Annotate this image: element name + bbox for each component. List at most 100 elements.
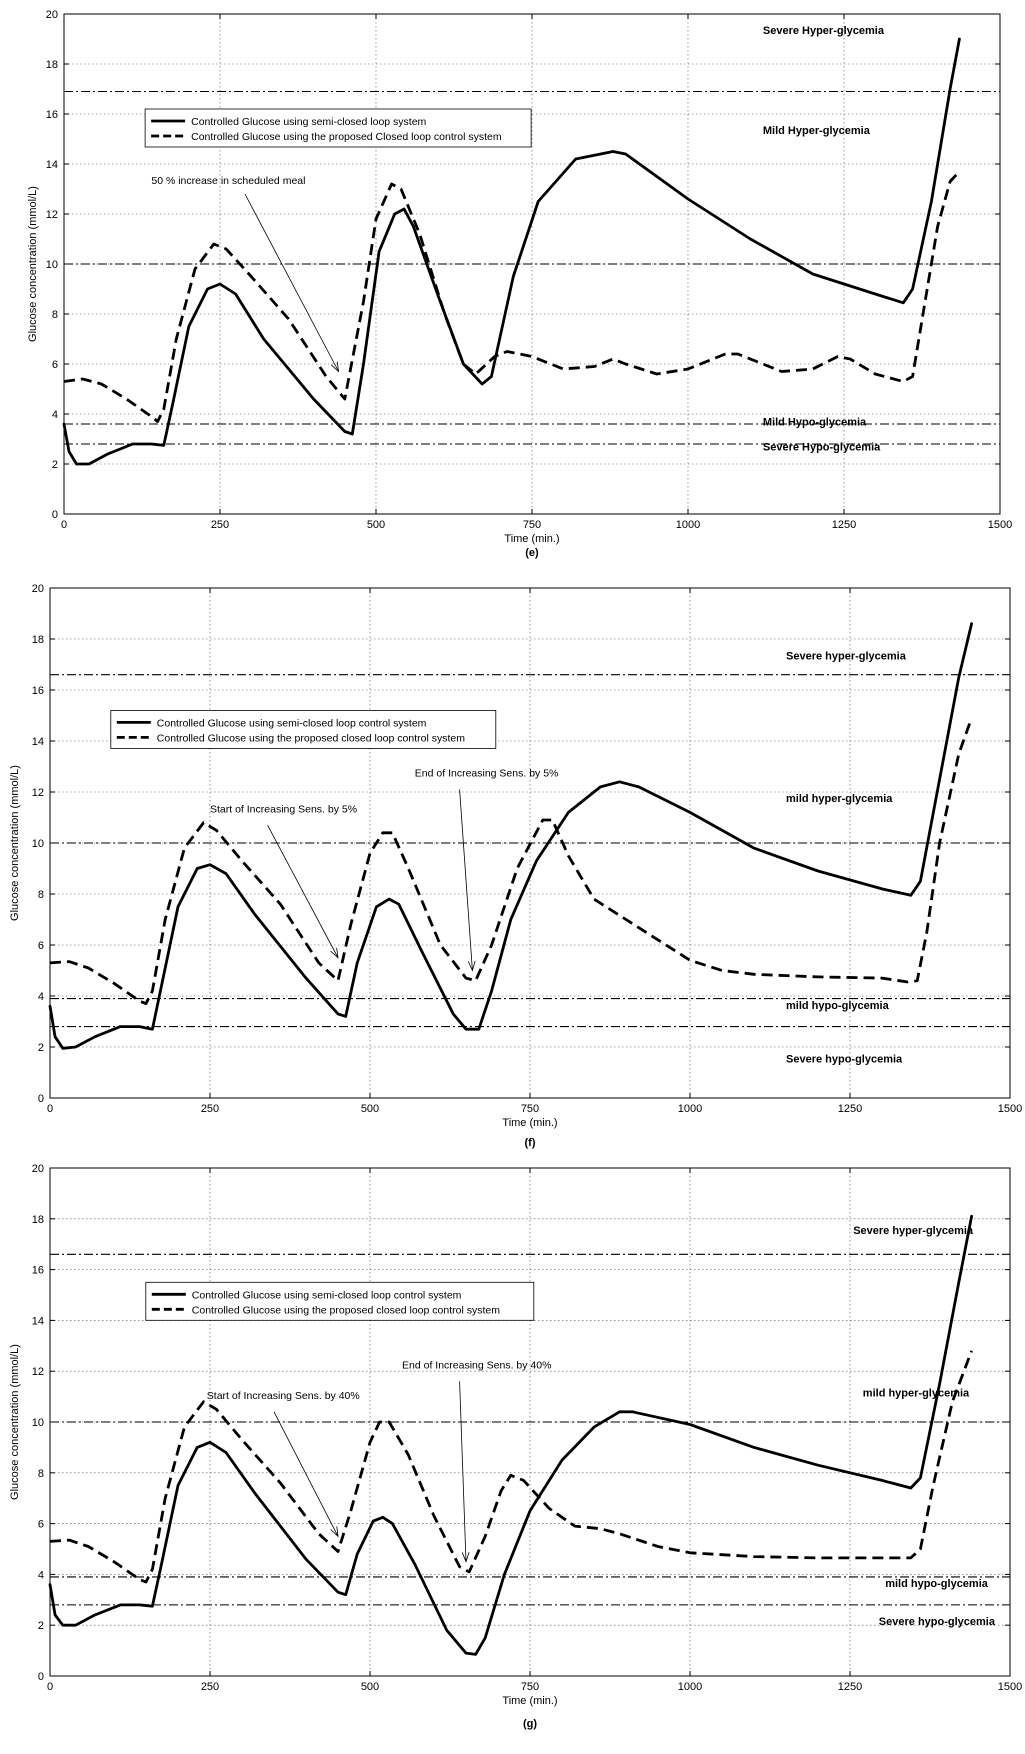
x-tick-label: 500 [367,519,385,531]
annotation-arrowhead [330,1526,339,1538]
zone-label: Severe Hyper-glycemia [763,25,885,37]
series-line-proposed-closed-loop [49,1350,973,1584]
chart-panel-1: 0 2 4 6 8 10 12 14 16 18 20 0 250 500 750 1000 1250 1500 S… [27,9,1012,559]
y-tick-label: 0 [38,1093,44,1105]
legend: Controlled Glucose using semi-closed loo… [110,710,497,749]
x-tick-label: 1500 [998,1103,1022,1115]
zone-label: mild hyper-glycemia [786,793,893,805]
y-tick-label: 20 [46,9,58,21]
x-tick-label: 0 [47,1681,53,1693]
series-line-proposed-closed-loop [49,717,973,1005]
annotation-text: End of Increasing Sens. by 40% [402,1360,551,1372]
zone-label: mild hypo-glycemia [786,1000,890,1012]
legend: Controlled Glucose using semi-closed loo… [144,108,532,148]
panel-label: (f) [525,1137,536,1149]
zone-label: Severe hyper-glycemia [786,650,907,662]
y-tick-label: 4 [38,991,44,1003]
legend-entry: Controlled Glucose using semi-closed loo… [192,1289,462,1301]
legend-box [144,108,532,148]
zone-label: Severe hypo-glycemia [786,1053,903,1065]
y-tick-label: 18 [32,1214,44,1226]
y-axis-label: Glucose concentration (mmol/L) [9,765,21,921]
y-axis-label: Glucose concentration (mmol/L) [27,186,39,342]
legend-entry: Controlled Glucose using semi-closed loo… [191,116,426,128]
series-line-proposed-closed-loop [63,170,961,423]
y-tick-label: 6 [38,940,44,952]
y-tick-label: 14 [32,1315,44,1327]
x-tick-label: 1500 [988,519,1012,531]
chart-panel-3: 0 2 4 6 8 10 12 14 16 18 20 0 250 500 750 1000 1250 1500 S… [9,1163,1022,1730]
x-tick-label: 250 [201,1103,219,1115]
y-axis-label: Glucose concentration (mmol/L) [9,1344,21,1500]
x-tick-label: 250 [201,1681,219,1693]
x-tick-label: 0 [47,1103,53,1115]
y-tick-label: 14 [46,159,58,171]
legend-box [110,710,497,749]
y-tick-label: 8 [38,889,44,901]
annotation-arrowhead [461,1552,470,1563]
x-tick-label: 750 [521,1103,539,1115]
chart-panel-2: 0 2 4 6 8 10 12 14 16 18 20 0 250 500 750 1000 1250 1500 S… [9,583,1022,1149]
y-tick-label: 4 [38,1569,44,1581]
y-tick-label: 4 [52,409,58,421]
y-tick-label: 8 [38,1468,44,1480]
x-tick-label: 750 [523,519,541,531]
annotation-arrowhead [467,960,476,972]
y-tick-label: 18 [46,59,58,71]
y-tick-label: 2 [52,459,58,471]
y-tick-label: 2 [38,1042,44,1054]
annotation-text: End of Increasing Sens. by 5% [415,768,559,780]
y-tick-label: 12 [32,787,44,799]
legend-entry: Controlled Glucose using the proposed cl… [157,732,465,744]
y-tick-label: 6 [52,359,58,371]
x-tick-label: 0 [61,519,67,531]
y-tick-label: 16 [46,109,58,121]
y-tick-label: 6 [38,1519,44,1531]
panel-label: (g) [523,1718,537,1730]
series-line-semi-closed-loop [48,1214,973,1656]
annotation-text: Start of Increasing Sens. by 5% [210,803,357,815]
y-tick-label: 18 [32,634,44,646]
zone-label: Mild Hyper-glycemia [763,125,871,137]
x-tick-label: 1000 [676,519,700,531]
annotation-arrow [267,824,339,958]
y-tick-label: 0 [38,1671,44,1683]
y-tick-label: 2 [38,1620,44,1632]
x-tick-label: 1000 [678,1681,702,1693]
y-tick-label: 10 [32,1417,44,1429]
legend-entry: Controlled Glucose using the proposed Cl… [191,131,502,143]
y-tick-label: 20 [32,1163,44,1175]
x-tick-label: 1250 [838,1103,862,1115]
x-tick-label: 1250 [832,519,856,531]
y-tick-label: 16 [32,685,44,697]
x-tick-label: 1250 [838,1681,862,1693]
y-tick-label: 14 [32,736,44,748]
annotation-text: Start of Increasing Sens. by 40% [207,1390,360,1402]
x-tick-label: 500 [361,1103,379,1115]
x-tick-label: 750 [521,1681,539,1693]
y-tick-label: 0 [52,509,58,521]
annotation-arrow [459,1381,467,1562]
series-line-semi-closed-loop [48,622,973,1050]
annotation-text: 50 % increase in scheduled meal [151,175,305,187]
legend-entry: Controlled Glucose using semi-closed loo… [157,717,427,729]
legend-box [145,1281,535,1321]
y-tick-label: 10 [32,838,44,850]
y-tick-label: 10 [46,259,58,271]
y-tick-label: 8 [52,309,58,321]
y-tick-label: 12 [32,1366,44,1378]
annotation-arrow [459,789,473,971]
zone-label: Severe hyper-glycemia [853,1225,974,1237]
x-tick-label: 1500 [998,1681,1022,1693]
legend: Controlled Glucose using semi-closed loo… [145,1281,535,1321]
x-axis-label: Time (min.) [502,1695,557,1707]
annotation-arrow [273,1411,339,1537]
x-tick-label: 250 [211,519,229,531]
x-tick-label: 500 [361,1681,379,1693]
x-axis-label: Time (min.) [504,533,559,545]
series-line-semi-closed-loop [62,37,961,466]
annotation-arrowhead [330,947,339,959]
zone-label: Severe hypo-glycemia [879,1616,996,1628]
y-tick-label: 20 [32,583,44,595]
